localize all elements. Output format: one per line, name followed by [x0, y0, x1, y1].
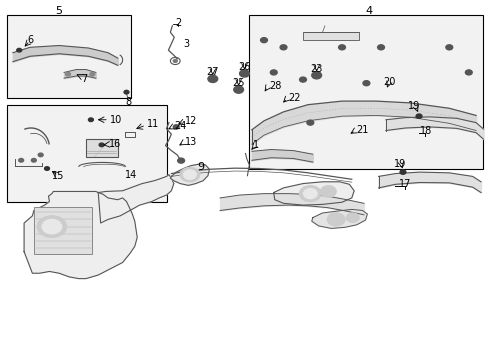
Circle shape [327, 213, 344, 226]
Circle shape [38, 153, 43, 157]
Circle shape [338, 45, 345, 50]
Circle shape [260, 38, 267, 42]
Polygon shape [273, 182, 353, 205]
Text: 2: 2 [175, 18, 182, 28]
Polygon shape [311, 210, 366, 228]
Text: 13: 13 [184, 137, 197, 147]
Polygon shape [170, 164, 209, 185]
Circle shape [280, 45, 286, 50]
Text: 5: 5 [55, 6, 61, 17]
Circle shape [362, 81, 369, 86]
Circle shape [173, 59, 177, 62]
Text: 11: 11 [147, 120, 159, 129]
Circle shape [42, 220, 61, 234]
Bar [303, 32, 358, 40]
Bar [6, 105, 167, 202]
Text: 12: 12 [184, 116, 197, 126]
Text: 22: 22 [288, 93, 300, 103]
Text: 23: 23 [310, 64, 322, 74]
Text: 15: 15 [52, 171, 64, 181]
Circle shape [17, 48, 21, 52]
Circle shape [306, 120, 313, 125]
Polygon shape [24, 192, 137, 279]
Circle shape [303, 189, 317, 199]
Circle shape [207, 75, 217, 82]
Text: 18: 18 [419, 126, 431, 135]
Circle shape [99, 143, 104, 147]
Circle shape [37, 216, 66, 237]
Text: 9: 9 [197, 162, 204, 172]
Circle shape [445, 45, 452, 50]
Text: 19: 19 [407, 102, 420, 112]
Text: 17: 17 [398, 179, 411, 189]
Text: 10: 10 [110, 115, 122, 125]
Text: 16: 16 [109, 139, 121, 149]
Polygon shape [98, 175, 173, 223]
Circle shape [31, 158, 36, 162]
Bar [6, 15, 131, 98]
Text: 27: 27 [206, 67, 219, 77]
Text: 7: 7 [81, 74, 87, 84]
Text: 24: 24 [173, 121, 186, 131]
Circle shape [346, 213, 358, 222]
Text: 3: 3 [183, 39, 189, 49]
Circle shape [90, 72, 95, 76]
Circle shape [65, 72, 70, 76]
Circle shape [173, 125, 179, 129]
Text: 6: 6 [27, 35, 33, 45]
Circle shape [415, 114, 421, 118]
Bar [249, 15, 483, 169]
Text: 19: 19 [394, 159, 406, 169]
Bar [34, 207, 92, 253]
Circle shape [19, 158, 23, 162]
Circle shape [124, 90, 129, 94]
Circle shape [180, 167, 199, 182]
Circle shape [399, 170, 405, 174]
Text: 25: 25 [232, 78, 244, 88]
Bar [86, 139, 118, 157]
Text: 14: 14 [125, 170, 137, 180]
Text: 4: 4 [365, 6, 372, 17]
Text: 20: 20 [383, 77, 395, 87]
Circle shape [44, 167, 49, 170]
Circle shape [311, 72, 321, 79]
Circle shape [299, 186, 321, 202]
Text: 26: 26 [238, 62, 250, 72]
Text: 21: 21 [356, 125, 368, 135]
Circle shape [465, 70, 471, 75]
Circle shape [270, 70, 277, 75]
Circle shape [88, 118, 93, 122]
Circle shape [183, 170, 196, 179]
Circle shape [320, 186, 335, 197]
Text: 8: 8 [125, 97, 131, 107]
Text: 1: 1 [253, 140, 259, 150]
Circle shape [239, 70, 249, 77]
Circle shape [233, 86, 243, 93]
Circle shape [377, 45, 384, 50]
Text: 28: 28 [268, 81, 281, 91]
Circle shape [177, 158, 184, 163]
Circle shape [299, 77, 306, 82]
